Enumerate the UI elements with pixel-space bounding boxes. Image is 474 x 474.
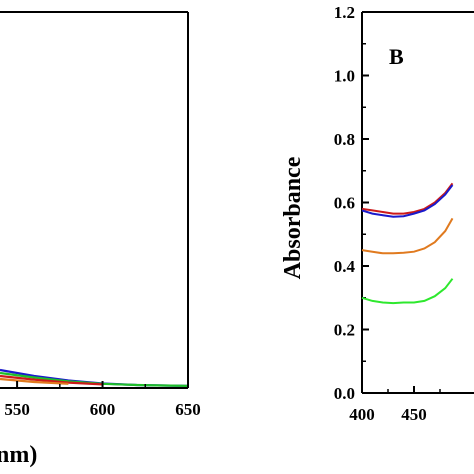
panel-b-series-group bbox=[361, 182, 454, 305]
panel-b-plot-frame bbox=[361, 11, 474, 394]
panel-b-chart: B Absorbance 0.0 0.2 0.4 0.6 0.8 1.0 1.2 400 45… bbox=[280, 3, 474, 424]
panel-b-label: B bbox=[389, 44, 404, 69]
panel-b-y-tick-label: 0.2 bbox=[334, 321, 355, 340]
panel-a-series-3-line bbox=[0, 374, 103, 386]
panel-b-series-1-line bbox=[361, 182, 454, 215]
panel-b-y-tick-label: 1.2 bbox=[334, 3, 355, 22]
panel-b-y-tick-label: 0.8 bbox=[334, 130, 355, 149]
panel-a-x-tick-label: 600 bbox=[90, 400, 116, 419]
panel-a-x-ticks: 550 600 650 bbox=[4, 381, 201, 419]
panel-b-y-tick-label: 0.6 bbox=[334, 194, 355, 213]
panel-a-chart: 550 600 650 nm) bbox=[0, 11, 201, 468]
panel-b-series-2-line bbox=[361, 184, 454, 218]
panel-a-plot-frame bbox=[0, 11, 189, 389]
panel-b-x-ticks: 400 450 bbox=[349, 386, 441, 424]
panel-b-y-tick-label: 0.0 bbox=[334, 384, 355, 403]
panel-a-x-tick-label: 550 bbox=[4, 400, 30, 419]
panel-b-y-ticks: 0.0 0.2 0.4 0.6 0.8 1.0 1.2 bbox=[334, 3, 369, 403]
panel-b-series-3-line bbox=[361, 217, 454, 255]
panel-b-y-tick-label: 1.0 bbox=[334, 67, 355, 86]
panel-a-series-4-line bbox=[0, 377, 69, 385]
panel-b-x-tick-label: 450 bbox=[401, 405, 427, 424]
panel-b-y-tick-label: 0.4 bbox=[334, 257, 356, 276]
panel-b-y-axis-title: Absorbance bbox=[280, 156, 306, 279]
panel-a-x-axis-title: nm) bbox=[0, 442, 37, 468]
panel-b-series-4-line bbox=[361, 278, 454, 305]
panel-a-series-group bbox=[0, 368, 189, 387]
panel-a-x-tick-label: 650 bbox=[175, 400, 201, 419]
panel-b-x-tick-label: 400 bbox=[349, 405, 375, 424]
